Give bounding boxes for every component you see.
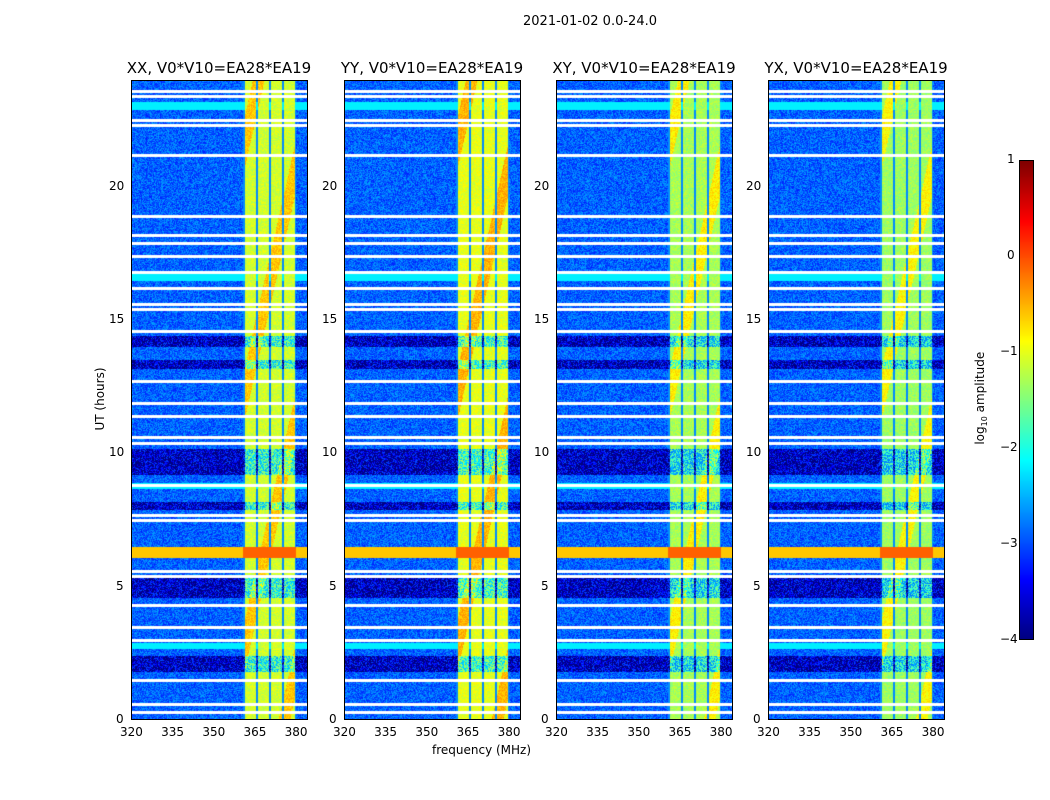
x-tick-label: 335 <box>586 725 610 739</box>
y-tick-label: 15 <box>746 312 762 326</box>
x-tick-label: 320 <box>333 725 356 739</box>
x-tick-label: 365 <box>668 725 692 739</box>
y-tick-label: 10 <box>746 445 762 460</box>
colorbar-tick-label: 0 <box>1007 248 1015 262</box>
y-tick-label: 10 <box>109 445 125 460</box>
x-tick-label: 350 <box>415 725 439 739</box>
y-tick-label: 15 <box>322 312 338 326</box>
panel-title: YY, V0*V10=EA28*EA19 <box>340 59 524 77</box>
colorbar <box>1019 160 1034 640</box>
x-tick-label: 365 <box>880 725 904 739</box>
x-tick-label: 365 <box>243 725 267 739</box>
panel-title: YX, V0*V10=EA28*EA19 <box>764 59 948 77</box>
figure-title: 2021-01-02 0.0-24.0 <box>523 14 657 29</box>
x-tick-label: 350 <box>839 725 863 739</box>
heatmap-panel <box>344 80 521 720</box>
x-tick-label: 350 <box>202 725 226 739</box>
colorbar-tick-label: −1 <box>1000 344 1018 358</box>
x-tick-label: 380 <box>497 725 521 739</box>
panel-title: XX, V0*V10=EA28*EA19 <box>126 59 312 77</box>
x-tick-label: 380 <box>709 725 733 739</box>
x-tick-label: 335 <box>798 725 822 739</box>
x-tick-label: 380 <box>921 725 945 739</box>
y-tick-label: 5 <box>541 578 549 593</box>
x-tick-label: 335 <box>161 725 185 739</box>
y-tick-label: 0 <box>116 712 124 726</box>
y-tick-label: 15 <box>534 312 550 326</box>
y-tick-label: 5 <box>329 578 337 593</box>
x-tick-label: 380 <box>284 725 308 739</box>
y-tick-label: 15 <box>109 312 125 326</box>
y-tick-label: 10 <box>534 445 550 460</box>
y-tick-label: 0 <box>329 712 337 726</box>
x-tick-label: 320 <box>545 725 568 739</box>
colorbar-tick-label: −4 <box>1000 632 1018 646</box>
x-tick-label: 320 <box>120 725 143 739</box>
panel-title: XY, V0*V10=EA28*EA19 <box>552 59 736 77</box>
y-tick-label: 20 <box>109 178 125 193</box>
x-tick-label: 335 <box>374 725 398 739</box>
y-tick-label: 20 <box>746 178 762 193</box>
y-tick-label: 20 <box>322 178 338 193</box>
y-tick-label: 0 <box>753 712 761 726</box>
y-tick-label: 0 <box>541 712 549 726</box>
x-tick-label: 320 <box>757 725 780 739</box>
y-tick-label: 5 <box>116 578 124 593</box>
x-tick-label: 350 <box>627 725 651 739</box>
colorbar-tick-label: −2 <box>1000 440 1018 454</box>
y-tick-label: 10 <box>322 445 338 460</box>
y-axis-label: UT (hours) <box>93 367 107 431</box>
colorbar-tick-label: −3 <box>1000 536 1018 550</box>
heatmap-panel <box>768 80 945 720</box>
heatmap-panel <box>131 80 308 720</box>
colorbar-label: log10 amplitude <box>972 351 990 445</box>
x-tick-label: 365 <box>456 725 480 739</box>
y-tick-label: 5 <box>753 578 761 593</box>
heatmap-panel <box>556 80 733 720</box>
colorbar-tick-label: 1 <box>1007 152 1015 166</box>
y-tick-label: 20 <box>534 178 550 193</box>
x-axis-label: frequency (MHz) <box>432 743 532 757</box>
